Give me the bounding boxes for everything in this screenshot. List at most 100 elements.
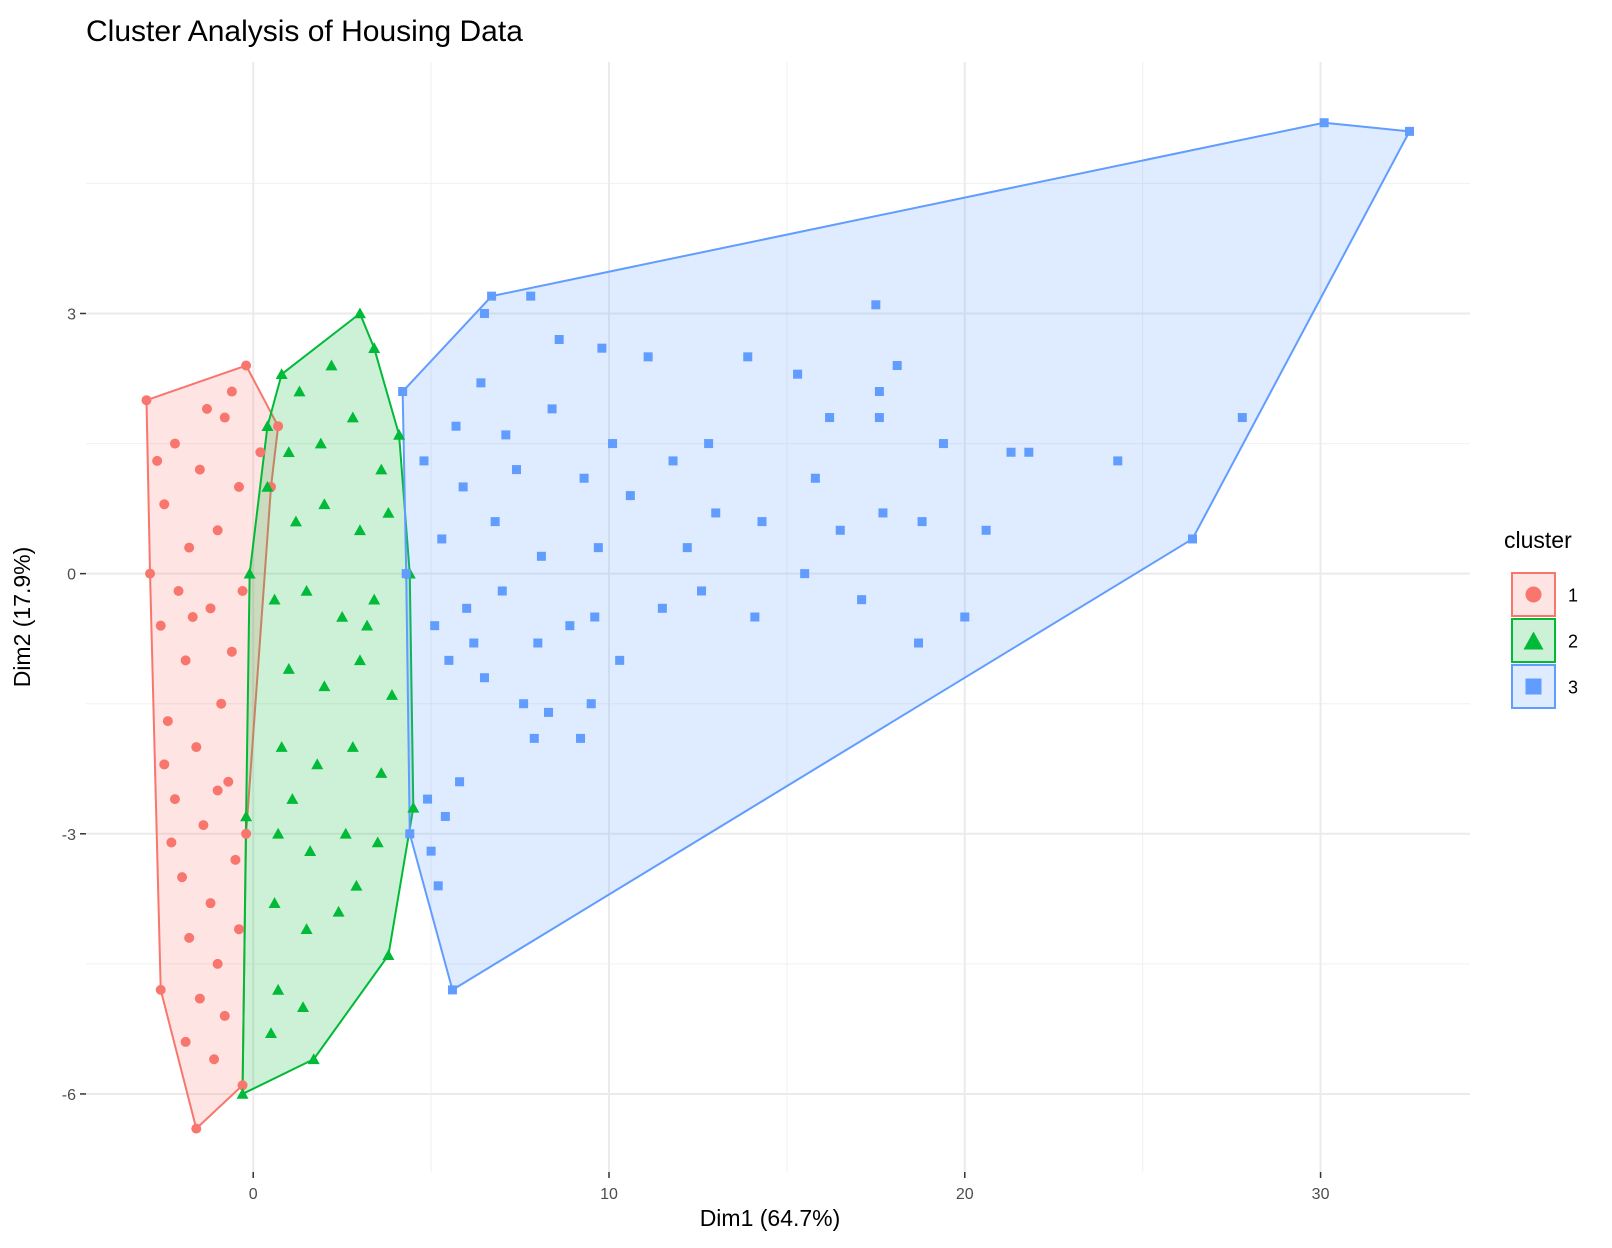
cluster-3-point	[697, 586, 707, 596]
cluster-3-point	[825, 413, 835, 423]
cluster-1-point	[237, 1080, 248, 1091]
cluster-3-point	[544, 707, 554, 717]
cluster-3-point	[682, 543, 692, 553]
cluster-2-point	[382, 949, 395, 961]
cluster-1-point	[205, 603, 216, 614]
cluster-2-point	[282, 446, 295, 458]
cluster-1-point	[191, 742, 202, 753]
cluster-2-point	[375, 463, 388, 475]
cluster-2-point	[268, 593, 281, 605]
cluster-3-point	[437, 534, 447, 544]
cluster-3-point	[576, 733, 586, 743]
cluster-2-point	[382, 506, 395, 518]
cluster-3-point	[405, 829, 415, 839]
cluster-1-point	[155, 984, 166, 995]
chart-title: Cluster Analysis of Housing Data	[86, 15, 523, 48]
cluster-1-point	[241, 360, 252, 371]
cluster-2-point	[307, 1053, 320, 1065]
legend-label-2: 2	[1568, 632, 1578, 652]
cluster-points	[141, 118, 1415, 1134]
cluster-3-point	[1006, 447, 1016, 457]
cluster-3-point	[501, 430, 511, 440]
cluster-2-point	[332, 905, 345, 917]
cluster-2-point	[375, 767, 388, 778]
cluster-2-point	[236, 1087, 249, 1099]
cluster-1-point	[201, 403, 212, 414]
cluster-1-point	[223, 776, 234, 787]
legend-label-1: 1	[1568, 586, 1578, 606]
cluster-1-point	[169, 438, 180, 449]
legend: cluster 1 2 3	[1504, 527, 1578, 709]
cluster-2-point	[325, 359, 338, 371]
cluster-3-point	[1113, 456, 1123, 466]
cluster-2-point	[350, 879, 363, 891]
cluster-3-point	[835, 525, 845, 535]
cluster-1-point	[219, 412, 230, 423]
cluster-3-point	[625, 491, 635, 501]
cluster-3-point	[757, 517, 767, 527]
cluster-2-point	[293, 385, 306, 397]
cluster-2-point	[261, 420, 274, 432]
cluster-1-point	[173, 585, 184, 596]
cluster-3-point	[914, 638, 924, 648]
y-tick-label: -3	[62, 827, 76, 844]
cluster-2-point	[339, 827, 352, 839]
cluster-1-point	[152, 455, 163, 466]
y-tick-label: -6	[62, 1087, 76, 1104]
cluster-1-point	[184, 932, 195, 943]
y-axis-title: Dim2 (17.9%)	[9, 547, 35, 688]
x-tick-label: 0	[249, 1186, 258, 1203]
cluster-2-point	[243, 567, 256, 579]
cluster-3-point	[444, 655, 454, 665]
cluster-3-point	[597, 343, 607, 353]
cluster-1-point	[255, 447, 266, 458]
cluster-2-point	[300, 584, 313, 596]
cluster-3-point	[704, 439, 714, 449]
cluster-1-point	[159, 499, 170, 510]
cluster-3-point	[497, 586, 507, 596]
cluster-3-point	[451, 421, 461, 431]
cluster-1-point	[191, 1123, 202, 1134]
x-tick-label: 10	[600, 1186, 618, 1203]
cluster-3-point	[871, 300, 881, 310]
cluster-3-point	[917, 517, 927, 527]
cluster-2-point	[385, 689, 398, 700]
cluster-3-point	[536, 551, 546, 561]
cluster-2-point	[368, 593, 381, 605]
cluster-1-point	[233, 481, 244, 492]
cluster-3-point	[579, 473, 589, 483]
cluster-1-point	[241, 828, 252, 839]
cluster-3-point	[874, 387, 884, 397]
grid-minor	[86, 62, 1470, 1172]
cluster-3-point	[743, 352, 753, 362]
cluster-2-point	[240, 810, 253, 822]
cluster-3-point	[608, 439, 618, 449]
cluster-1-point	[194, 464, 205, 475]
cluster-2-point	[272, 827, 285, 839]
cluster-2-point	[314, 437, 327, 449]
cluster-2-point	[318, 680, 331, 692]
cluster-2-point	[353, 307, 366, 319]
cluster-1-point	[141, 395, 152, 406]
cluster-3-point	[711, 508, 721, 518]
cluster-2-point	[353, 654, 366, 666]
cluster-2-point	[407, 801, 420, 813]
cluster-2-point	[286, 793, 299, 804]
cluster-2-point	[353, 524, 366, 536]
cluster-3-point	[750, 612, 760, 622]
legend-label-3: 3	[1568, 678, 1578, 698]
y-tick-label: 3	[67, 306, 76, 323]
cluster-3-point	[419, 456, 429, 466]
cluster-3-point	[519, 699, 529, 709]
cluster-1-point	[216, 698, 227, 709]
cluster-2-point	[393, 428, 406, 440]
x-tick-label: 20	[956, 1186, 974, 1203]
cluster-2-point	[311, 758, 324, 770]
cluster-2-point	[346, 411, 359, 423]
cluster-3-point	[878, 508, 888, 518]
cluster-3-point	[511, 465, 521, 475]
cluster-3-point	[593, 543, 603, 553]
cluster-3-point	[793, 369, 803, 379]
cluster-1-point	[145, 568, 156, 579]
x-axis-title: Dim1 (64.7%)	[700, 1205, 841, 1231]
